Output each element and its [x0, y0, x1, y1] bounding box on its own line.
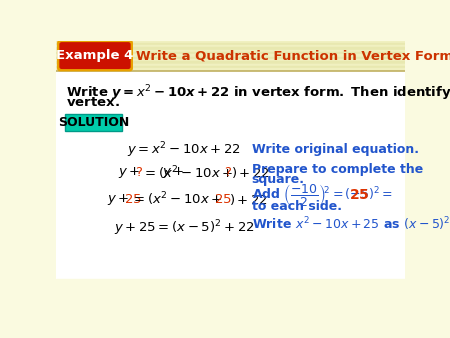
Text: Prepare to complete the: Prepare to complete the [252, 163, 423, 176]
Text: $ = (x^2 - 10x + $: $ = (x^2 - 10x + $ [141, 164, 233, 182]
Text: $25$: $25$ [214, 193, 232, 206]
Bar [56, 54, 405, 55]
Text: $y + $: $y + $ [162, 166, 184, 180]
Text: $y + 25 = (x - 5)^2 + 22$: $y + 25 = (x - 5)^2 + 22$ [114, 219, 254, 238]
Bar [56, 68, 405, 69]
Text: $25$: $25$ [124, 193, 141, 206]
Text: $\mathbf{vertex.}$: $\mathbf{vertex.}$ [66, 96, 119, 109]
Bar [56, 43, 405, 44]
Text: $\mathbf{25}$: $\mathbf{25}$ [349, 188, 369, 201]
Bar [56, 48, 405, 49]
Text: square.: square. [252, 173, 305, 187]
Bar [56, 47, 405, 48]
Bar [56, 69, 405, 70]
Bar [56, 70, 405, 71]
Bar [56, 57, 405, 58]
Bar [56, 61, 405, 62]
Bar [56, 41, 405, 42]
Text: SOLUTION: SOLUTION [58, 116, 129, 129]
Text: $?$: $?$ [135, 167, 143, 179]
Bar [56, 55, 405, 56]
Bar [56, 51, 405, 52]
Bar [56, 45, 405, 46]
Text: $?$: $?$ [225, 167, 233, 179]
Text: $ = (x^2 - 10x + $: $ = (x^2 - 10x + $ [131, 190, 223, 208]
Bar [56, 59, 405, 60]
Bar [56, 71, 405, 301]
FancyBboxPatch shape [65, 114, 122, 131]
Bar [56, 56, 405, 57]
Bar [56, 67, 405, 68]
Text: Write original equation.: Write original equation. [252, 143, 418, 156]
FancyBboxPatch shape [57, 40, 133, 71]
Text: $y + $: $y + $ [118, 166, 141, 180]
Text: Write $x^2 - 10x + 25$ as $(x-5)^2$.: Write $x^2 - 10x + 25$ as $(x-5)^2$. [252, 216, 450, 234]
Bar [56, 66, 405, 67]
Bar [56, 62, 405, 63]
Text: $) + 22$: $) + 22$ [229, 192, 268, 207]
Text: $y + $: $y + $ [107, 192, 129, 207]
Text: to each side.: to each side. [252, 200, 342, 213]
Text: $\mathbf{Write}\ \boldsymbol{y = x^2 - 10x + 22}\ \mathbf{in\ vertex\ form.\ The: $\mathbf{Write}\ \boldsymbol{y = x^2 - 1… [66, 84, 450, 103]
Text: Example 4: Example 4 [56, 49, 134, 62]
Bar [56, 53, 405, 54]
Text: $) + 22$: $) + 22$ [231, 166, 270, 180]
Bar [56, 52, 405, 53]
Bar [56, 64, 405, 65]
Text: Add $\left(\dfrac{-10}{2}\right)^{\!2} = (-5)^2 = $: Add $\left(\dfrac{-10}{2}\right)^{\!2} =… [252, 182, 392, 208]
Text: Write a Quadratic Function in Vertex Form: Write a Quadratic Function in Vertex For… [136, 49, 450, 63]
Bar [56, 49, 405, 50]
Bar [56, 65, 405, 66]
Bar [56, 60, 405, 61]
Bar [56, 50, 405, 51]
Bar [56, 279, 405, 301]
Bar [56, 44, 405, 45]
Text: $y = x^2 - 10x + 22$: $y = x^2 - 10x + 22$ [127, 140, 241, 160]
Bar [56, 63, 405, 64]
Bar [56, 42, 405, 43]
Bar [56, 46, 405, 47]
Bar [56, 58, 405, 59]
FancyBboxPatch shape [59, 42, 130, 69]
